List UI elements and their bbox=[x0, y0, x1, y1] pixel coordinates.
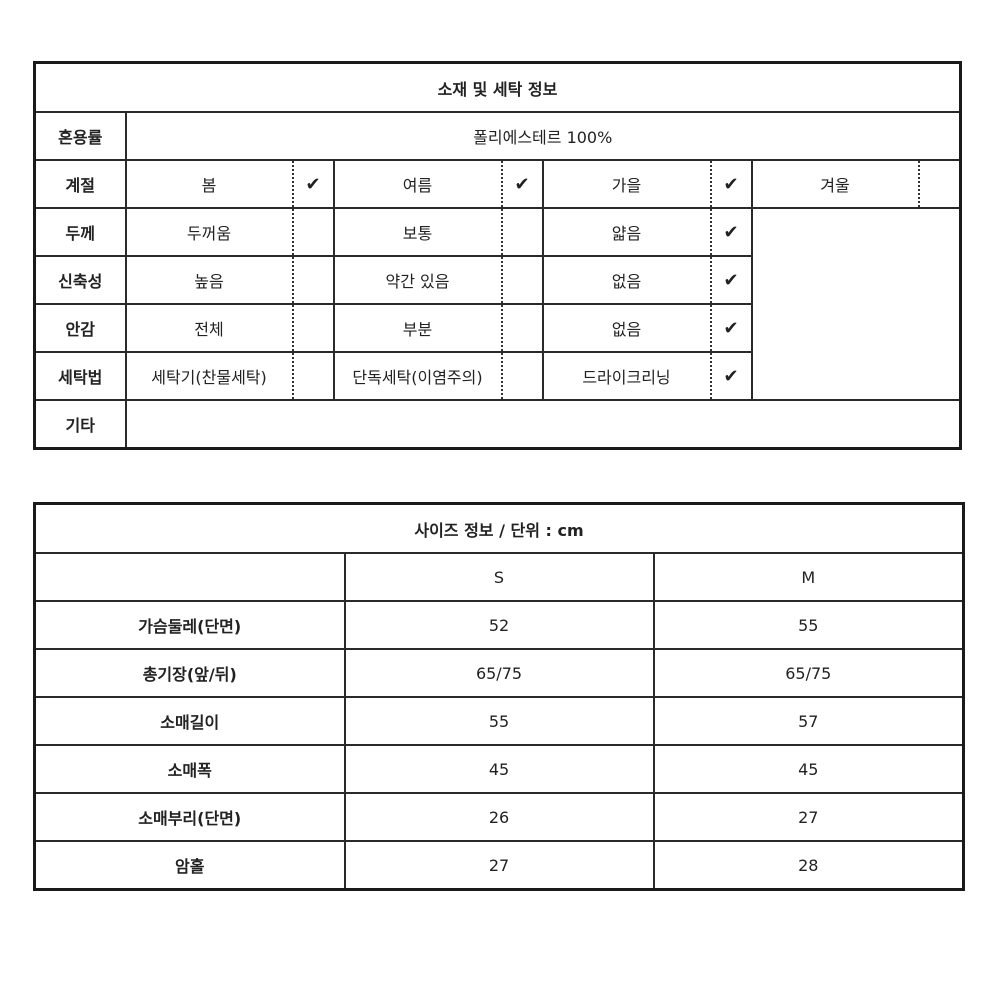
measurement-value: 65/75 bbox=[343, 648, 655, 698]
measurement-value: 57 bbox=[652, 696, 965, 746]
measurement-label: 소매폭 bbox=[33, 744, 346, 794]
material-care-table: 소재 및 세탁 정보 혼용률 폴리에스테르 100% 계절 봄 ✔ 여름 ✔ 가을 ✔ 겨울 두께 두… bbox=[33, 61, 962, 450]
size-row: 소매폭 45 45 bbox=[33, 744, 965, 794]
row-label: 두께 bbox=[33, 207, 127, 257]
empty-cell bbox=[750, 207, 962, 401]
measurement-value: 26 bbox=[343, 792, 655, 842]
size-row: 가슴둘레(단면) 52 55 bbox=[33, 600, 965, 650]
option-label: 세탁기(찬물세탁) bbox=[124, 351, 294, 401]
size-table-title: 사이즈 정보 / 단위 : cm bbox=[33, 502, 965, 554]
option-label: 보통 bbox=[332, 207, 503, 257]
measurement-value: 45 bbox=[343, 744, 655, 794]
check-icon bbox=[291, 303, 335, 353]
option-label: 두꺼움 bbox=[124, 207, 294, 257]
row-label: 신축성 bbox=[33, 255, 127, 305]
option-label: 봄 bbox=[124, 159, 294, 209]
row-label: 기타 bbox=[33, 399, 127, 450]
size-column-header bbox=[33, 552, 346, 602]
measurement-label: 가슴둘레(단면) bbox=[33, 600, 346, 650]
measurement-label: 소매길이 bbox=[33, 696, 346, 746]
measurement-label: 총기장(앞/뒤) bbox=[33, 648, 346, 698]
option-label: 여름 bbox=[332, 159, 503, 209]
material-row: 세탁법 세탁기(찬물세탁) 단독세탁(이염주의) 드라이크리닝 ✔ bbox=[33, 351, 961, 401]
row-label: 안감 bbox=[33, 303, 127, 353]
size-row: 총기장(앞/뒤) 65/75 65/75 bbox=[33, 648, 965, 698]
measurement-label: 소매부리(단면) bbox=[33, 792, 346, 842]
option-label: 없음 bbox=[541, 303, 712, 353]
measurement-value: 55 bbox=[652, 600, 965, 650]
size-info-table: 사이즈 정보 / 단위 : cm S M 가슴둘레(단면) 52 55 총기장(앞/뒤) 6… bbox=[33, 502, 966, 891]
measurement-value: 52 bbox=[343, 600, 655, 650]
row-value: 폴리에스테르 100% bbox=[124, 111, 962, 161]
size-row: 소매길이 55 57 bbox=[33, 696, 965, 746]
option-label: 없음 bbox=[541, 255, 712, 305]
row-label: 세탁법 bbox=[33, 351, 127, 401]
material-row: 계절 봄 ✔ 여름 ✔ 가을 ✔ 겨울 bbox=[33, 159, 962, 209]
measurement-value: 28 bbox=[652, 840, 965, 891]
measurement-value: 27 bbox=[652, 792, 965, 842]
check-icon: ✔ bbox=[500, 159, 544, 209]
check-icon bbox=[500, 207, 544, 257]
size-row: 소매부리(단면) 26 27 bbox=[33, 792, 965, 842]
check-icon bbox=[291, 255, 335, 305]
check-icon: ✔ bbox=[709, 159, 753, 209]
check-icon bbox=[500, 351, 544, 401]
option-label: 전체 bbox=[124, 303, 294, 353]
material-row: 신축성 높음 약간 있음 없음 ✔ bbox=[33, 255, 961, 305]
measurement-value: 45 bbox=[652, 744, 965, 794]
option-label: 가을 bbox=[541, 159, 712, 209]
size-row: 암홀 27 28 bbox=[33, 840, 965, 891]
check-icon: ✔ bbox=[291, 159, 335, 209]
check-icon bbox=[291, 351, 335, 401]
check-icon bbox=[500, 303, 544, 353]
option-label: 단독세탁(이염주의) bbox=[332, 351, 503, 401]
material-row: 두께 두꺼움 보통 얇음 ✔ bbox=[33, 207, 962, 401]
check-icon bbox=[291, 207, 335, 257]
material-row: 혼용률 폴리에스테르 100% bbox=[33, 111, 962, 161]
material-table-title: 소재 및 세탁 정보 bbox=[33, 61, 962, 113]
check-icon bbox=[500, 255, 544, 305]
measurement-value: 65/75 bbox=[652, 648, 965, 698]
check-icon: ✔ bbox=[709, 351, 753, 401]
measurement-label: 암홀 bbox=[33, 840, 346, 891]
measurement-value: 27 bbox=[343, 840, 655, 891]
row-value bbox=[124, 399, 962, 450]
measurement-value: 55 bbox=[343, 696, 655, 746]
material-row: 기타 bbox=[33, 399, 962, 450]
check-icon: ✔ bbox=[709, 303, 753, 353]
option-label: 높음 bbox=[124, 255, 294, 305]
option-label: 부분 bbox=[332, 303, 503, 353]
check-icon: ✔ bbox=[709, 207, 753, 257]
option-label: 드라이크리닝 bbox=[541, 351, 712, 401]
option-label: 약간 있음 bbox=[332, 255, 503, 305]
row-label: 계절 bbox=[33, 159, 127, 209]
size-column-header: S bbox=[343, 552, 655, 602]
option-label: 겨울 bbox=[750, 159, 920, 209]
size-column-header: M bbox=[652, 552, 965, 602]
row-label: 혼용률 bbox=[33, 111, 127, 161]
material-row: 안감 전체 부분 없음 ✔ bbox=[33, 303, 961, 353]
option-label: 얇음 bbox=[541, 207, 712, 257]
check-icon: ✔ bbox=[709, 255, 753, 305]
check-icon bbox=[917, 159, 962, 209]
